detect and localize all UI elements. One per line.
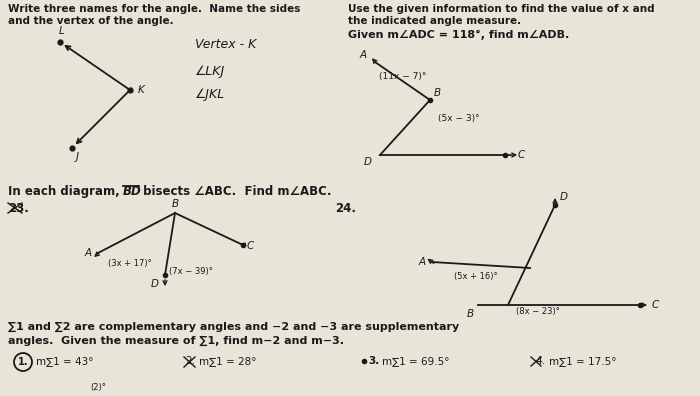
Text: A: A <box>360 50 367 60</box>
Text: B: B <box>172 199 178 209</box>
Text: Write three names for the angle.  Name the sides
and the vertex of the angle.: Write three names for the angle. Name th… <box>8 4 300 26</box>
Text: (5x − 3)°: (5x − 3)° <box>438 114 480 123</box>
Text: 3.: 3. <box>368 356 379 366</box>
Text: angles.  Given the measure of ∑1, find m−2 and m−3.: angles. Given the measure of ∑1, find m−… <box>8 336 344 346</box>
Text: D: D <box>560 192 568 202</box>
Text: Use the given information to find the value of x and
the indicated angle measure: Use the given information to find the va… <box>348 4 654 26</box>
Text: (8x − 23)°: (8x − 23)° <box>516 307 560 316</box>
Text: A: A <box>419 257 426 267</box>
Text: (2)°: (2)° <box>90 383 106 392</box>
Text: m∑1 = 69.5°: m∑1 = 69.5° <box>382 356 449 366</box>
Text: (11x − 7)°: (11x − 7)° <box>379 72 426 81</box>
Text: 24.: 24. <box>335 202 356 215</box>
Text: A: A <box>85 248 92 258</box>
Text: D: D <box>364 157 372 167</box>
Text: m∑1 = 43°: m∑1 = 43° <box>36 356 94 366</box>
Text: (3x + 17)°: (3x + 17)° <box>108 259 152 268</box>
Text: m∑1 = 17.5°: m∑1 = 17.5° <box>549 356 617 366</box>
Text: C: C <box>518 150 525 160</box>
Text: D: D <box>151 279 159 289</box>
Text: C: C <box>652 300 659 310</box>
Text: 4.: 4. <box>535 356 545 366</box>
Text: BD: BD <box>123 185 141 198</box>
Text: ∑1 and ∑2 are complementary angles and −2 and −3 are supplementary: ∑1 and ∑2 are complementary angles and −… <box>8 322 459 332</box>
Text: L: L <box>59 26 65 36</box>
Text: Given m∠ADC = 118°, find m∠ADB.: Given m∠ADC = 118°, find m∠ADB. <box>348 30 569 40</box>
Text: B: B <box>434 88 441 98</box>
Text: 23.: 23. <box>8 202 29 215</box>
Text: K: K <box>138 85 145 95</box>
Text: Vertex - K: Vertex - K <box>195 38 256 51</box>
Text: m∑1 = 28°: m∑1 = 28° <box>199 356 256 366</box>
Text: C: C <box>247 241 254 251</box>
Text: In each diagram,: In each diagram, <box>8 185 124 198</box>
Text: bisects ∠ABC.  Find m∠ABC.: bisects ∠ABC. Find m∠ABC. <box>139 185 332 198</box>
Text: ∠LKJ: ∠LKJ <box>195 65 225 78</box>
Text: ∠JKL: ∠JKL <box>195 88 225 101</box>
Text: 1.: 1. <box>18 357 28 367</box>
Text: B: B <box>467 309 474 319</box>
Text: 2.: 2. <box>185 356 195 366</box>
Text: (7x − 39)°: (7x − 39)° <box>169 267 213 276</box>
Text: J: J <box>76 152 79 162</box>
Text: (5x + 16)°: (5x + 16)° <box>454 272 498 281</box>
